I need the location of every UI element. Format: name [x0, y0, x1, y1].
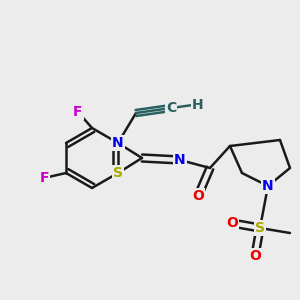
Text: N: N	[174, 153, 186, 167]
Text: S: S	[255, 221, 265, 235]
Text: N: N	[262, 179, 274, 193]
Text: F: F	[73, 105, 83, 119]
Text: F: F	[39, 171, 49, 185]
Text: O: O	[226, 216, 238, 230]
Text: O: O	[249, 249, 261, 263]
Text: H: H	[192, 98, 204, 112]
Text: C: C	[166, 101, 176, 115]
Text: S: S	[113, 166, 123, 180]
Text: O: O	[192, 189, 204, 203]
Text: N: N	[112, 136, 124, 150]
